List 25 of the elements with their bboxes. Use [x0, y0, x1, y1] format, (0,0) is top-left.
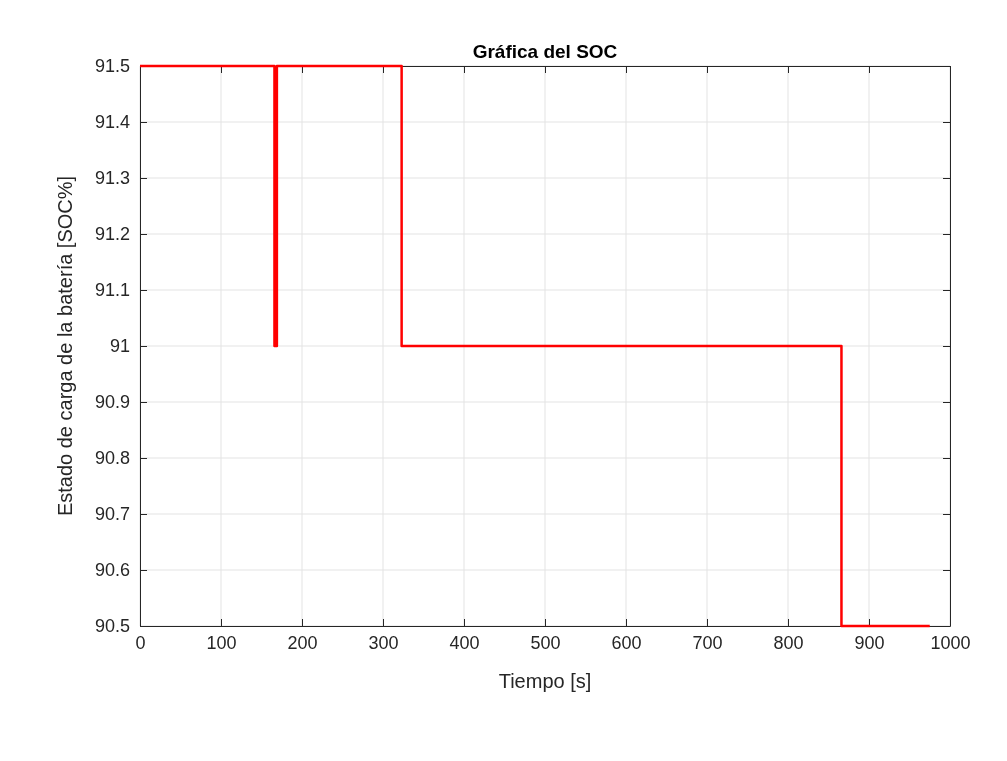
y-tick-label: 90.6	[94, 560, 130, 581]
y-tick-label: 91	[109, 336, 130, 357]
y-tick-label: 91.1	[94, 280, 130, 301]
y-tick-label: 91.3	[94, 168, 130, 189]
y-tick-label: 91.4	[94, 112, 130, 133]
x-tick-label: 600	[611, 632, 642, 653]
x-tick-label: 100	[206, 632, 237, 653]
x-axis-title: Tiempo [s]	[498, 670, 592, 692]
x-tick-label: 300	[368, 632, 399, 653]
y-tick-label: 90.9	[94, 392, 130, 413]
x-tick-label: 700	[692, 632, 723, 653]
x-tick-label: 1000	[930, 632, 971, 653]
y-tick-label: 91.2	[94, 224, 130, 245]
chart-title: Gráfica del SOC	[472, 41, 618, 62]
x-tick-label: 500	[530, 632, 561, 653]
x-tick-label: 400	[449, 632, 480, 653]
y-tick-label: 90.8	[94, 448, 130, 469]
x-tick-label: 0	[135, 632, 146, 653]
x-tick-label: 900	[854, 632, 885, 653]
y-tick-label: 90.7	[94, 504, 130, 525]
y-tick-label: 91.5	[94, 56, 130, 77]
y-tick-label: 90.5	[94, 616, 130, 637]
y-axis-title: Estado de carga de la batería [SOC%]	[54, 175, 76, 517]
x-tick-label: 200	[287, 632, 318, 653]
x-tick-label: 800	[773, 632, 804, 653]
